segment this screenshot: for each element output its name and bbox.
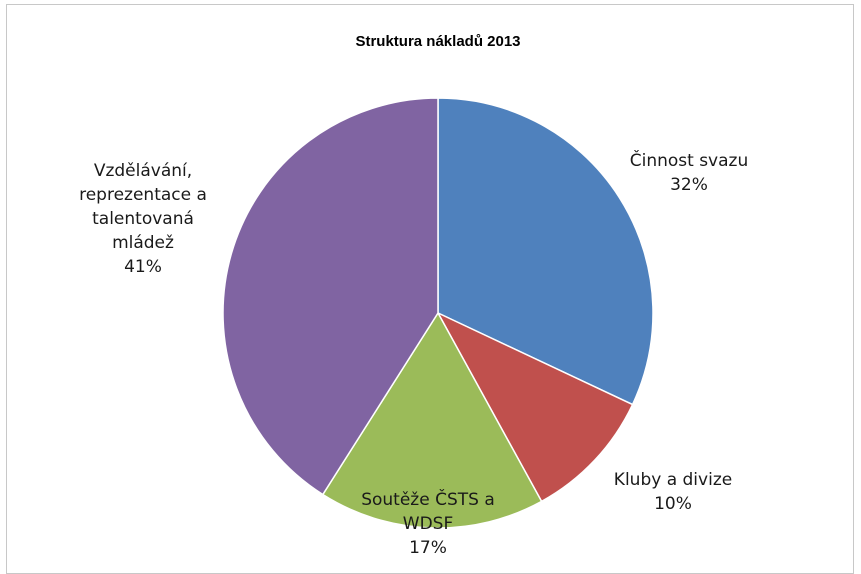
slice-category-label-3: Soutěže ČSTS a [361, 488, 495, 510]
slice-percent-label-1: 32% [670, 175, 708, 195]
chart-title: Struktura nákladů 2013 [355, 33, 520, 50]
pie-slice-4 [222, 97, 439, 496]
pie-slice-3 [321, 311, 543, 529]
slice-percent-label-2: 10% [654, 494, 692, 514]
slice-category-label-4: mládež [112, 233, 174, 253]
slice-labels: Činnost svazu 32% Kluby a divize 10% Soutěže… [79, 149, 748, 558]
slice-category-label-4: Vzdělávání, [94, 161, 192, 181]
slice-category-label-2: Kluby a divize [614, 470, 732, 490]
slice-category-label-1: Činnost svazu [630, 149, 749, 171]
slice-category-label-4: talentovaná [92, 209, 194, 229]
pie-slice-1 [437, 97, 654, 406]
slice-category-label-3: WDSF [403, 514, 453, 534]
slice-percent-label-4: 41% [124, 257, 162, 277]
pie-slices [222, 97, 654, 529]
slice-percent-label-3: 17% [409, 538, 447, 558]
pie-slice-2 [436, 311, 634, 503]
slice-category-label-4: reprezentace a [79, 185, 207, 205]
